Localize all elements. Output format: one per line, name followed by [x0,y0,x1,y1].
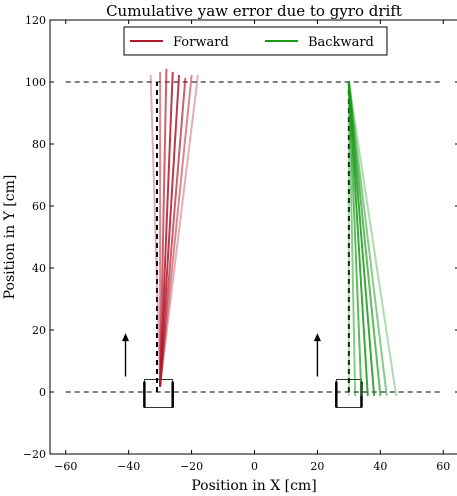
trajectory-backward-4 [347,81,376,397]
y-tick-label-3: 40 [32,262,46,275]
series-paths [149,68,398,397]
y-tick-label-4: 60 [32,200,46,213]
legend: Forward Backward [123,26,388,56]
trajectory-backward-2 [347,81,363,397]
legend-label-forward: Forward [173,35,229,50]
x-tick-label-1: −40 [117,460,140,473]
x-axis-ticks: −60 −40 −20 0 20 40 60 [54,20,450,473]
trajectory-forward-0 [149,74,162,387]
trajectory-backward-3 [347,81,369,397]
arrow-head-0 [122,333,130,342]
trajectory-backward-6 [347,81,388,397]
y-tick-label-5: 80 [32,138,46,151]
x-tick-label-2: −20 [180,460,203,473]
x-tick-label-3: 0 [251,460,258,473]
y-tick-label-0: −20 [23,448,46,461]
trajectory-backward-1 [347,81,357,397]
start-box-0 [143,379,174,408]
y-axis-ticks: −20 0 20 40 60 80 100 120 [23,14,457,461]
x-tick-label-4: 20 [310,460,324,473]
chart-title: Cumulative yaw error due to gyro drift [106,2,402,20]
y-tick-label-2: 20 [32,324,46,337]
start-boxes [143,379,363,408]
y-axis-label: Position in Y [cm] [2,175,18,300]
reference-lines [65,81,444,393]
trajectory-backward-5 [347,81,382,397]
trajectory-forward-6 [159,74,193,387]
trajectory-forward-3 [159,71,174,387]
trajectory-backward-7 [347,81,398,397]
plot-area [49,19,457,455]
arrow-head-1 [313,333,321,342]
legend-frame [123,26,388,56]
legend-label-backward: Backward [308,35,374,50]
x-tick-label-0: −60 [54,460,77,473]
y-tick-label-6: 100 [25,76,46,89]
x-tick-label-6: 60 [436,460,450,473]
x-tick-label-5: 40 [373,460,387,473]
trajectory-forward-4 [159,74,180,387]
y-tick-label-7: 120 [25,14,46,27]
direction-arrows [122,333,321,377]
trajectory-forward-7 [159,74,199,387]
y-tick-label-1: 0 [39,386,46,399]
trajectory-forward-2 [159,68,168,387]
x-axis-label: Position in X [cm] [191,478,316,494]
